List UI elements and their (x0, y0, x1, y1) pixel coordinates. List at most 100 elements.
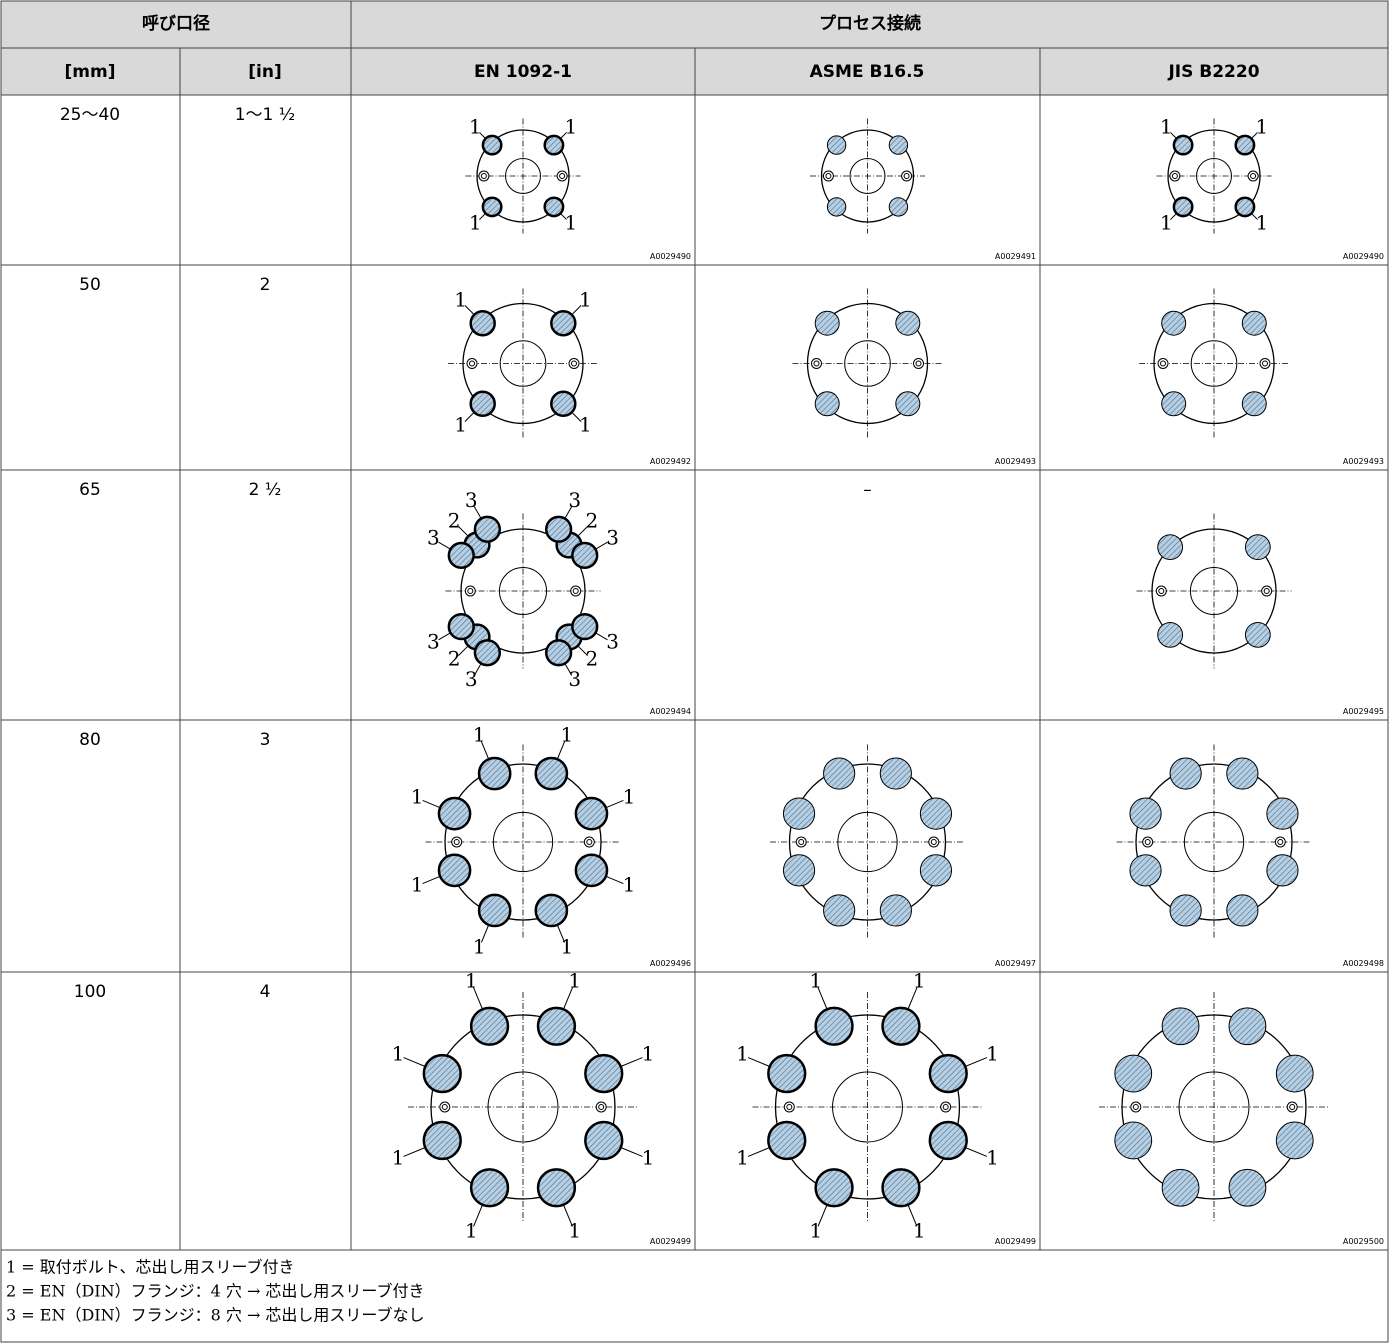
bolt (826, 135, 847, 155)
figure-code: A0029494 (650, 707, 691, 716)
leader (907, 987, 918, 1010)
figure-code: A0029498 (1343, 959, 1384, 968)
bolt (437, 853, 472, 888)
callout: 1 (642, 1042, 655, 1066)
bolt (879, 757, 912, 790)
callout: 1 (561, 934, 574, 958)
figure-code: A0029499 (650, 1237, 691, 1246)
callout: 1 (454, 412, 467, 436)
figure-code: A0029493 (1343, 457, 1384, 466)
callout: 1 (469, 210, 482, 234)
leader (480, 741, 490, 760)
leader (473, 663, 482, 676)
callout: 3 (606, 526, 619, 550)
bolt (919, 854, 953, 887)
callout: 1 (986, 1042, 999, 1066)
bolt (1244, 534, 1271, 561)
callout: 1 (809, 1218, 822, 1242)
callout: 1 (913, 1218, 926, 1242)
callout: 1 (473, 723, 486, 747)
sleeve (480, 173, 487, 179)
flange-drawing (792, 288, 943, 439)
sleeve (595, 1101, 607, 1113)
bolt (1161, 1168, 1200, 1207)
leader (605, 875, 624, 885)
bolt (1234, 134, 1256, 156)
flange-drawing (1139, 288, 1289, 439)
sleeve (822, 170, 834, 182)
flange-drawing: 1 1 1 1 1 1 1 1 (411, 723, 636, 959)
bolt (473, 639, 502, 667)
bolt (469, 1006, 510, 1046)
sleeve (1259, 358, 1271, 369)
bolt (1129, 797, 1162, 830)
bolt (1241, 391, 1267, 417)
bolt (571, 541, 599, 569)
callout: 1 (564, 210, 577, 234)
sleeve (556, 170, 568, 182)
sleeve (811, 358, 822, 369)
sleeve (903, 173, 910, 179)
leader (747, 1147, 770, 1157)
flange-outline (444, 763, 602, 921)
bolt (1172, 196, 1194, 218)
bolt (469, 390, 496, 418)
nominal-in: 2 ½ (249, 480, 282, 500)
callout: 1 (913, 969, 926, 993)
sleeve (1158, 588, 1165, 594)
callout: 2 (585, 509, 598, 533)
leader (560, 132, 567, 139)
sleeve (1247, 170, 1259, 182)
bolt (823, 894, 856, 927)
sleeve (940, 1101, 952, 1113)
sleeve (813, 360, 820, 367)
nominal-mm: 50 (79, 275, 101, 295)
sleeve (825, 173, 832, 179)
bolt (422, 1120, 462, 1161)
bolt (826, 197, 847, 217)
bolt (1226, 757, 1259, 790)
flange-outline (1135, 763, 1293, 921)
bolt (545, 639, 573, 667)
bolt (782, 854, 816, 887)
bolt (571, 613, 599, 641)
bolt (534, 893, 569, 928)
nominal-in: 4 (260, 982, 271, 1002)
callout: 1 (469, 115, 482, 139)
callout: 3 (427, 629, 440, 653)
leader (817, 1204, 828, 1227)
sleeve (453, 839, 460, 845)
sleeve (571, 360, 577, 367)
leader (1251, 213, 1258, 220)
leader (403, 1147, 426, 1157)
sleeve (1132, 1104, 1139, 1110)
nominal-mm: 80 (79, 730, 101, 750)
callout: 1 (465, 1218, 478, 1242)
callout: 1 (564, 115, 577, 139)
leader (564, 663, 573, 676)
bolt (481, 134, 503, 156)
sleeve (915, 360, 922, 367)
flange-outline (788, 763, 947, 921)
leader (480, 924, 490, 943)
sleeve (570, 585, 582, 597)
sleeve (942, 1104, 949, 1110)
bolt (437, 796, 472, 831)
bolt (534, 756, 569, 791)
bolt (1172, 134, 1194, 156)
bolt (1157, 621, 1184, 648)
bolt (1226, 894, 1259, 927)
callout: 1 (411, 872, 424, 896)
sleeve (795, 836, 807, 848)
leader (422, 875, 441, 885)
sleeve (467, 588, 474, 594)
bolt (928, 1053, 968, 1094)
leader (479, 132, 486, 139)
sleeve (1155, 585, 1167, 597)
leader (1251, 132, 1258, 139)
callout: 3 (568, 488, 581, 512)
sleeve (1130, 1101, 1142, 1113)
leader (458, 645, 469, 656)
bolt (1169, 894, 1202, 927)
leader (556, 924, 566, 943)
